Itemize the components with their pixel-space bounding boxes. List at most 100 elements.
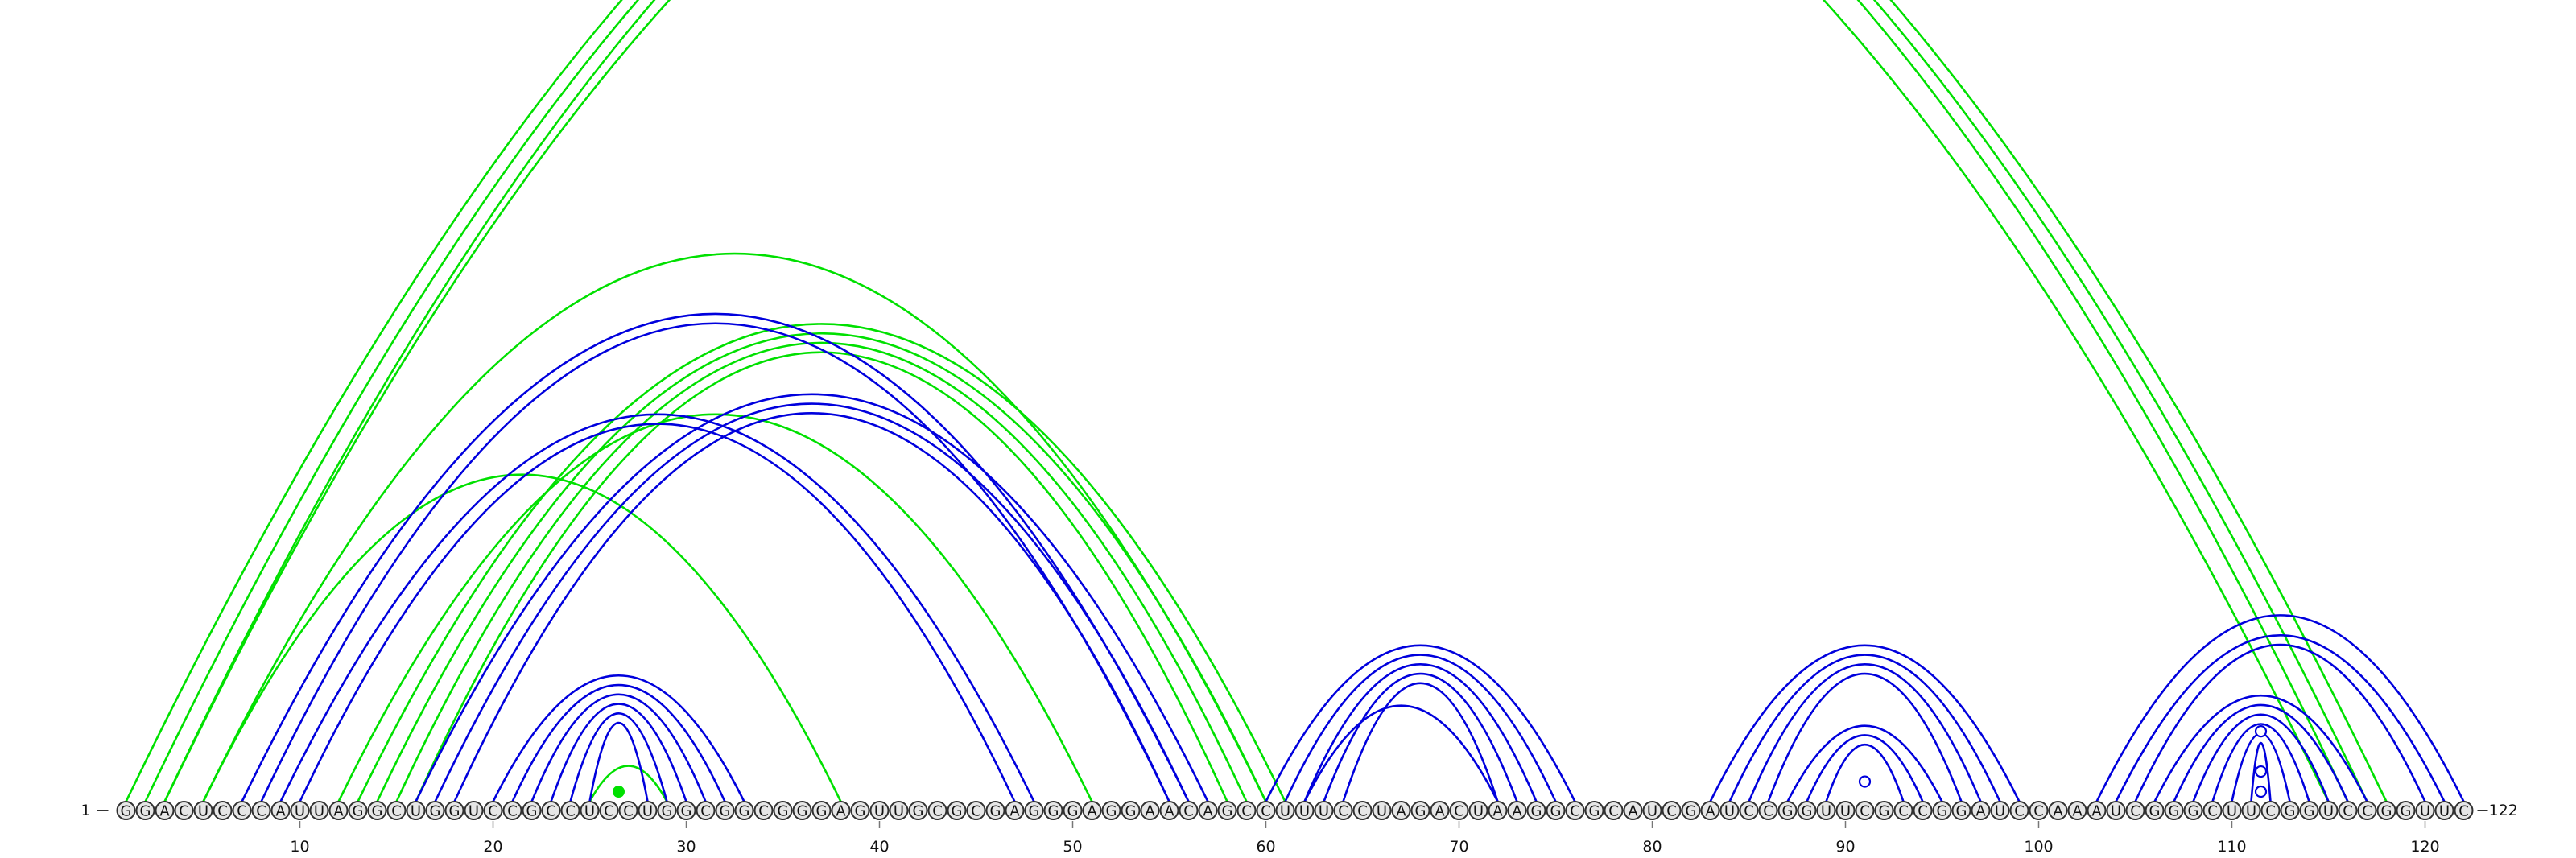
nucleotide-42-letter: G bbox=[913, 803, 924, 820]
nucleotide-2-letter: G bbox=[140, 803, 151, 820]
nucleotide-57-letter: A bbox=[1203, 803, 1213, 820]
nucleotide-3-letter: A bbox=[159, 803, 170, 820]
nucleotide-18-circle bbox=[444, 801, 464, 820]
nucleotide-54-circle bbox=[1140, 801, 1160, 820]
nucleotide-120-letter: U bbox=[2420, 803, 2430, 820]
nucleotide-28-circle bbox=[638, 801, 658, 820]
nucleotide-8-letter: C bbox=[256, 803, 266, 820]
nucleotide-5-letter: U bbox=[198, 803, 208, 820]
nucleotide-65-letter: C bbox=[1357, 803, 1368, 820]
nucleotide-66-letter: U bbox=[1377, 803, 1387, 820]
nucleotide-91-letter: C bbox=[1860, 803, 1870, 820]
nucleotide-9-circle bbox=[270, 801, 291, 820]
nucleotide-64-letter: C bbox=[1338, 803, 1348, 820]
nucleotide-107-letter: G bbox=[2169, 803, 2180, 820]
nucleotide-103-letter: A bbox=[2091, 803, 2102, 820]
nucleotide-119-letter: G bbox=[2401, 803, 2412, 820]
nucleotide-45-circle bbox=[966, 801, 986, 820]
open-marker-110-113 bbox=[2254, 765, 2268, 778]
nucleotide-69-letter: A bbox=[1435, 803, 1445, 820]
nucleotide-104-circle bbox=[2106, 801, 2126, 820]
filled-marker-26-27 bbox=[613, 786, 625, 798]
nucleotide-50-letter: G bbox=[1067, 803, 1079, 820]
blue-pair-arc-60-76 bbox=[1265, 644, 1576, 802]
nucleotide-46-letter: G bbox=[990, 803, 1001, 820]
nucleotide-24-circle bbox=[560, 801, 580, 820]
nucleotide-76-letter: C bbox=[1570, 803, 1580, 820]
nucleotide-90-letter: U bbox=[1840, 803, 1851, 820]
nucleotide-87-circle bbox=[1777, 801, 1798, 820]
nucleotide-107-circle bbox=[2164, 801, 2184, 820]
nucleotide-53-circle bbox=[1121, 801, 1141, 820]
blue-pair-arc-111-112 bbox=[2250, 742, 2272, 802]
nucleotide-58-letter: G bbox=[1222, 803, 1233, 820]
nucleotide-88-circle bbox=[1797, 801, 1817, 820]
nucleotide-94-letter: C bbox=[1918, 803, 1928, 820]
nucleotide-83-circle bbox=[1700, 801, 1720, 820]
blue-pair-arc-25-28 bbox=[588, 721, 649, 802]
nucleotide-121-circle bbox=[2434, 801, 2454, 820]
nucleotide-48-circle bbox=[1024, 801, 1044, 820]
nucleotide-44-letter: G bbox=[952, 803, 963, 820]
nucleotide-36-circle bbox=[792, 801, 812, 820]
nucleotide-6-letter: C bbox=[217, 803, 228, 820]
axis-tick-label-90: 90 bbox=[1835, 838, 1855, 856]
nucleotide-55-letter: A bbox=[1164, 803, 1174, 820]
nucleotide-13-letter: G bbox=[353, 803, 364, 820]
nucleotide-38-circle bbox=[831, 801, 851, 820]
nucleotide-65-circle bbox=[1352, 801, 1373, 820]
nucleotide-113-letter: G bbox=[2285, 803, 2296, 820]
green-pair-arc-2-117 bbox=[144, 0, 2368, 802]
axis-tick-label-120: 120 bbox=[2410, 838, 2439, 856]
nucleotide-36-letter: G bbox=[797, 803, 808, 820]
nucleotide-92-circle bbox=[1874, 801, 1894, 820]
nucleotide-10-letter: U bbox=[295, 803, 305, 820]
nucleotide-49-circle bbox=[1043, 801, 1063, 820]
nucleotide-31-circle bbox=[696, 801, 716, 820]
nucleotide-114-letter: G bbox=[2304, 803, 2315, 820]
nucleotide-89-letter: U bbox=[1821, 803, 1831, 820]
nucleotide-97-letter: A bbox=[1975, 803, 1986, 820]
nucleotide-4-letter: C bbox=[179, 803, 189, 820]
nucleotide-43-circle bbox=[927, 801, 947, 820]
nucleotide-121-letter: U bbox=[2439, 803, 2450, 820]
nucleotide-61-circle bbox=[1275, 801, 1295, 820]
blue-pair-arc-64-72 bbox=[1342, 682, 1499, 802]
blue-pair-arc-61-75 bbox=[1284, 654, 1557, 802]
nucleotide-93-letter: C bbox=[1898, 803, 1909, 820]
nucleotide-37-circle bbox=[811, 801, 832, 820]
nucleotide-10-circle bbox=[290, 801, 310, 820]
nucleotide-75-circle bbox=[1546, 801, 1566, 820]
nucleotide-27-circle bbox=[618, 801, 638, 820]
nucleotide-45-letter: C bbox=[971, 803, 981, 820]
axis-tick-label-20: 20 bbox=[483, 838, 502, 856]
nucleotide-101-circle bbox=[2048, 801, 2068, 820]
green-pair-arc-16-58 bbox=[415, 351, 1228, 802]
nucleotide-71-letter: U bbox=[1473, 803, 1484, 820]
blue-pair-arc-7-56 bbox=[241, 312, 1190, 802]
green-pair-arc-25-29 bbox=[588, 765, 668, 802]
nucleotide-83-letter: A bbox=[1705, 803, 1715, 820]
nucleotide-19-circle bbox=[464, 801, 484, 820]
blue-pair-arc-108-115 bbox=[2192, 713, 2330, 802]
nucleotide-91-circle bbox=[1855, 801, 1875, 820]
blue-pair-arc-105-120 bbox=[2134, 644, 2426, 802]
nucleotide-122-letter: C bbox=[2458, 803, 2469, 820]
nucleotide-60-circle bbox=[1256, 801, 1276, 820]
blue-pair-arc-24-29 bbox=[569, 712, 668, 802]
nucleotide-74-circle bbox=[1526, 801, 1546, 820]
nucleotide-81-letter: C bbox=[1666, 803, 1677, 820]
blue-pair-arc-18-55 bbox=[453, 412, 1170, 802]
nucleotide-51-circle bbox=[1082, 801, 1102, 820]
axis-tick-label-40: 40 bbox=[869, 838, 889, 856]
nucleotide-67-letter: A bbox=[1396, 803, 1406, 820]
nucleotide-34-circle bbox=[753, 801, 774, 820]
blue-pair-arc-86-96 bbox=[1767, 672, 1963, 802]
nucleotide-22-circle bbox=[522, 801, 542, 820]
nucleotide-54-letter: A bbox=[1145, 803, 1155, 820]
nucleotide-2-circle bbox=[135, 801, 155, 820]
nucleotide-22-letter: G bbox=[526, 803, 538, 820]
nucleotide-32-letter: G bbox=[720, 803, 731, 820]
nucleotide-1-letter: G bbox=[121, 803, 132, 820]
nucleotide-112-circle bbox=[2260, 801, 2281, 820]
